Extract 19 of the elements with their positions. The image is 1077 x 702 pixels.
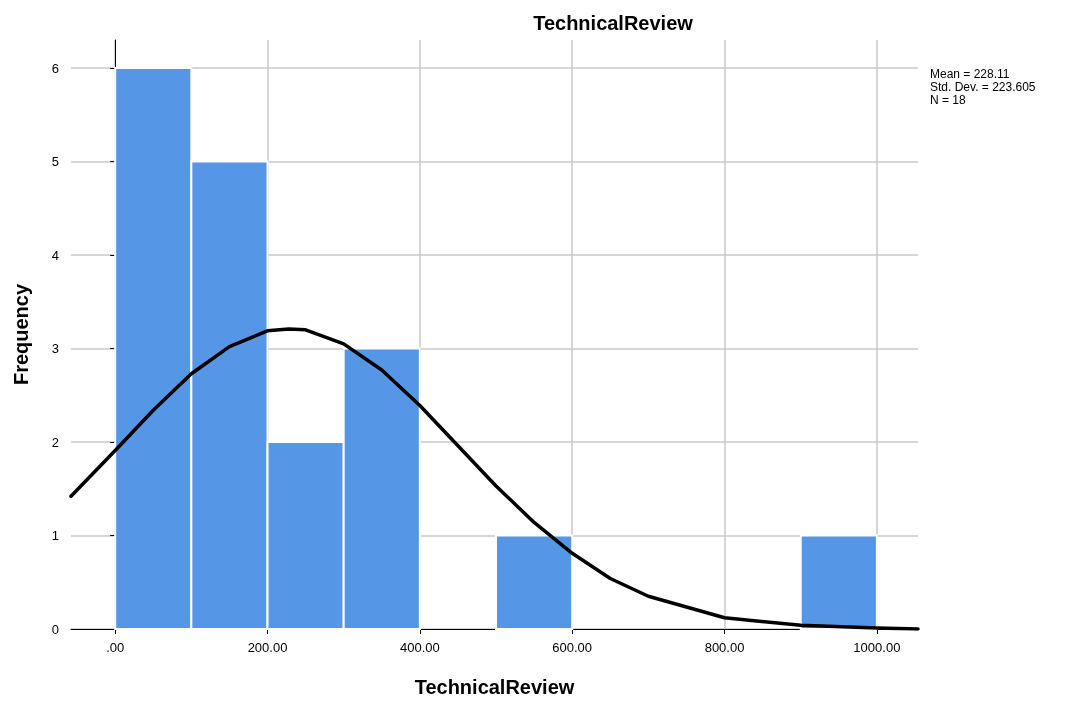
x-tick-label: 200.00 — [247, 640, 288, 655]
text: N = 18 — [930, 93, 967, 107]
text: Std. Dev. = 223.605 — [930, 80, 1036, 94]
y-tick-label: 1 — [51, 528, 59, 544]
y-tick-label: 0 — [51, 621, 59, 637]
y-tick-label: 5 — [51, 154, 59, 170]
x-tick-label: 800.00 — [704, 640, 745, 655]
y-tick-label: 3 — [51, 341, 59, 357]
x-tick-label: 600.00 — [552, 640, 593, 655]
x-axis-title: TechnicalReview — [414, 676, 575, 698]
y-tick-label: 4 — [51, 247, 59, 263]
text: Mean = 228.11 — [930, 67, 1010, 81]
y-axis-title: Frequency — [10, 283, 32, 386]
chart-title: TechnicalReview — [533, 12, 694, 34]
x-tick-label: 1000.00 — [853, 640, 901, 655]
x-tick-label: 400.00 — [399, 640, 440, 655]
x-tick-label: .00 — [106, 640, 125, 655]
y-tick-label: 6 — [51, 60, 59, 76]
y-tick-label: 2 — [51, 434, 59, 450]
